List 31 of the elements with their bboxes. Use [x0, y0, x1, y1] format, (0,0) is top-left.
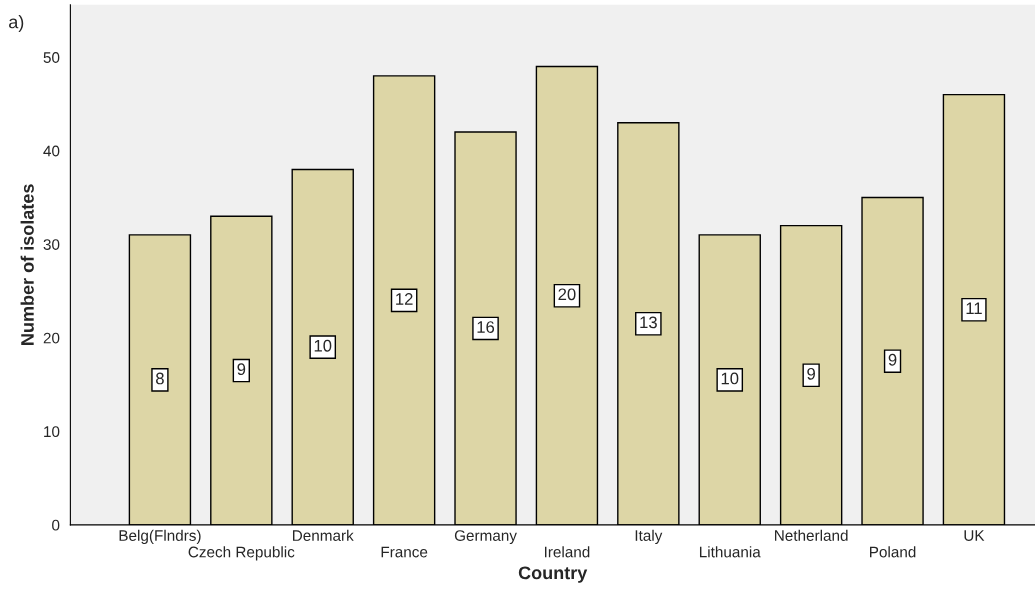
- x-tick-label: Czech Republic: [188, 546, 295, 561]
- x-tick-label: Italy: [635, 529, 663, 544]
- annotation: 12: [396, 293, 413, 305]
- x-tick-label: Denmark: [292, 529, 354, 541]
- y-tick-label: 0: [52, 519, 60, 531]
- x-tick-label: France: [381, 546, 428, 558]
- text: a): [9, 15, 24, 32]
- annotation: 9: [888, 353, 897, 366]
- y-tick-label: 50: [43, 52, 60, 63]
- annotation: 16: [477, 321, 495, 333]
- x-tick-label: Germany: [454, 530, 517, 544]
- x-tick-label: Lithuania: [699, 546, 761, 558]
- x-tick-label: Ireland: [544, 546, 590, 558]
- annotation: 8: [156, 372, 164, 385]
- annotation: 10: [721, 372, 739, 385]
- x-tick-label: Belg(Flndrs): [119, 529, 201, 544]
- y-axis-title: Number of isolates: [20, 184, 34, 345]
- annotation: 10: [314, 339, 332, 352]
- y-tick-label: 10: [44, 426, 60, 438]
- y-tick-label: 40: [43, 145, 60, 157]
- annotation: 9: [807, 367, 815, 380]
- y-tick-label: 30: [43, 239, 60, 250]
- x-tick-label: Netherland: [775, 529, 848, 541]
- annotation: 9: [237, 363, 246, 376]
- x-axis-title: Country: [518, 566, 588, 583]
- x-tick-label: UK: [964, 530, 985, 541]
- annotation: 20: [558, 288, 576, 301]
- annotation: 13: [640, 316, 657, 329]
- x-tick-label: Poland: [870, 546, 916, 558]
- y-tick-label: 20: [43, 332, 60, 344]
- annotation: 11: [966, 302, 982, 315]
